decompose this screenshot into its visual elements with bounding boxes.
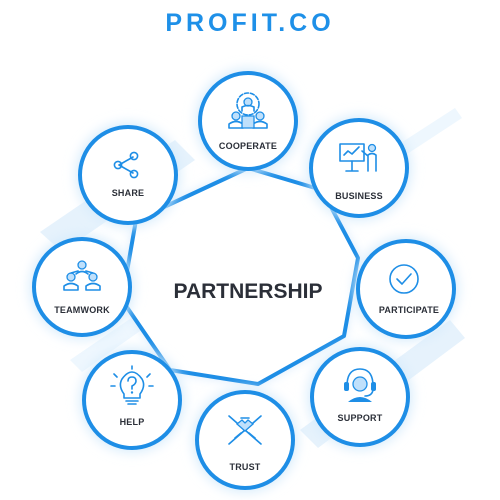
node-trust: TRUST (193, 388, 297, 492)
node-label-support: SUPPORT (338, 413, 383, 423)
partnership-label: PARTNERSHIP (174, 280, 323, 303)
presentation-icon (339, 143, 377, 172)
team-gear-icon (228, 92, 268, 129)
node-label-participate: PARTICIPATE (379, 305, 439, 315)
node-label-teamwork: TEAMWORK (54, 305, 110, 315)
node-cooperate: COOPERATE (196, 69, 300, 173)
node-label-trust: TRUST (230, 462, 261, 472)
node-share: SHARE (76, 123, 180, 227)
node-teamwork: TEAMWORK (30, 235, 134, 339)
node-label-cooperate: COOPERATE (219, 141, 277, 151)
partnership-hub: PARTNERSHIP (120, 166, 360, 386)
check-circle-icon (389, 264, 419, 294)
handshake-icon (228, 415, 262, 445)
profit-co-logo: PROFIT.CO (165, 9, 335, 37)
node-participate: PARTICIPATE (354, 237, 458, 341)
node-label-business: BUSINESS (335, 191, 383, 201)
node-label-share: SHARE (112, 188, 145, 198)
lightbulb-question-icon (110, 365, 154, 405)
node-label-help: HELP (120, 417, 145, 427)
headset-icon (344, 368, 376, 402)
node-support: SUPPORT (308, 345, 412, 449)
node-business: BUSINESS (307, 116, 411, 220)
node-help: HELP (80, 348, 184, 452)
team-icon (63, 260, 101, 291)
share-icon (113, 151, 139, 179)
